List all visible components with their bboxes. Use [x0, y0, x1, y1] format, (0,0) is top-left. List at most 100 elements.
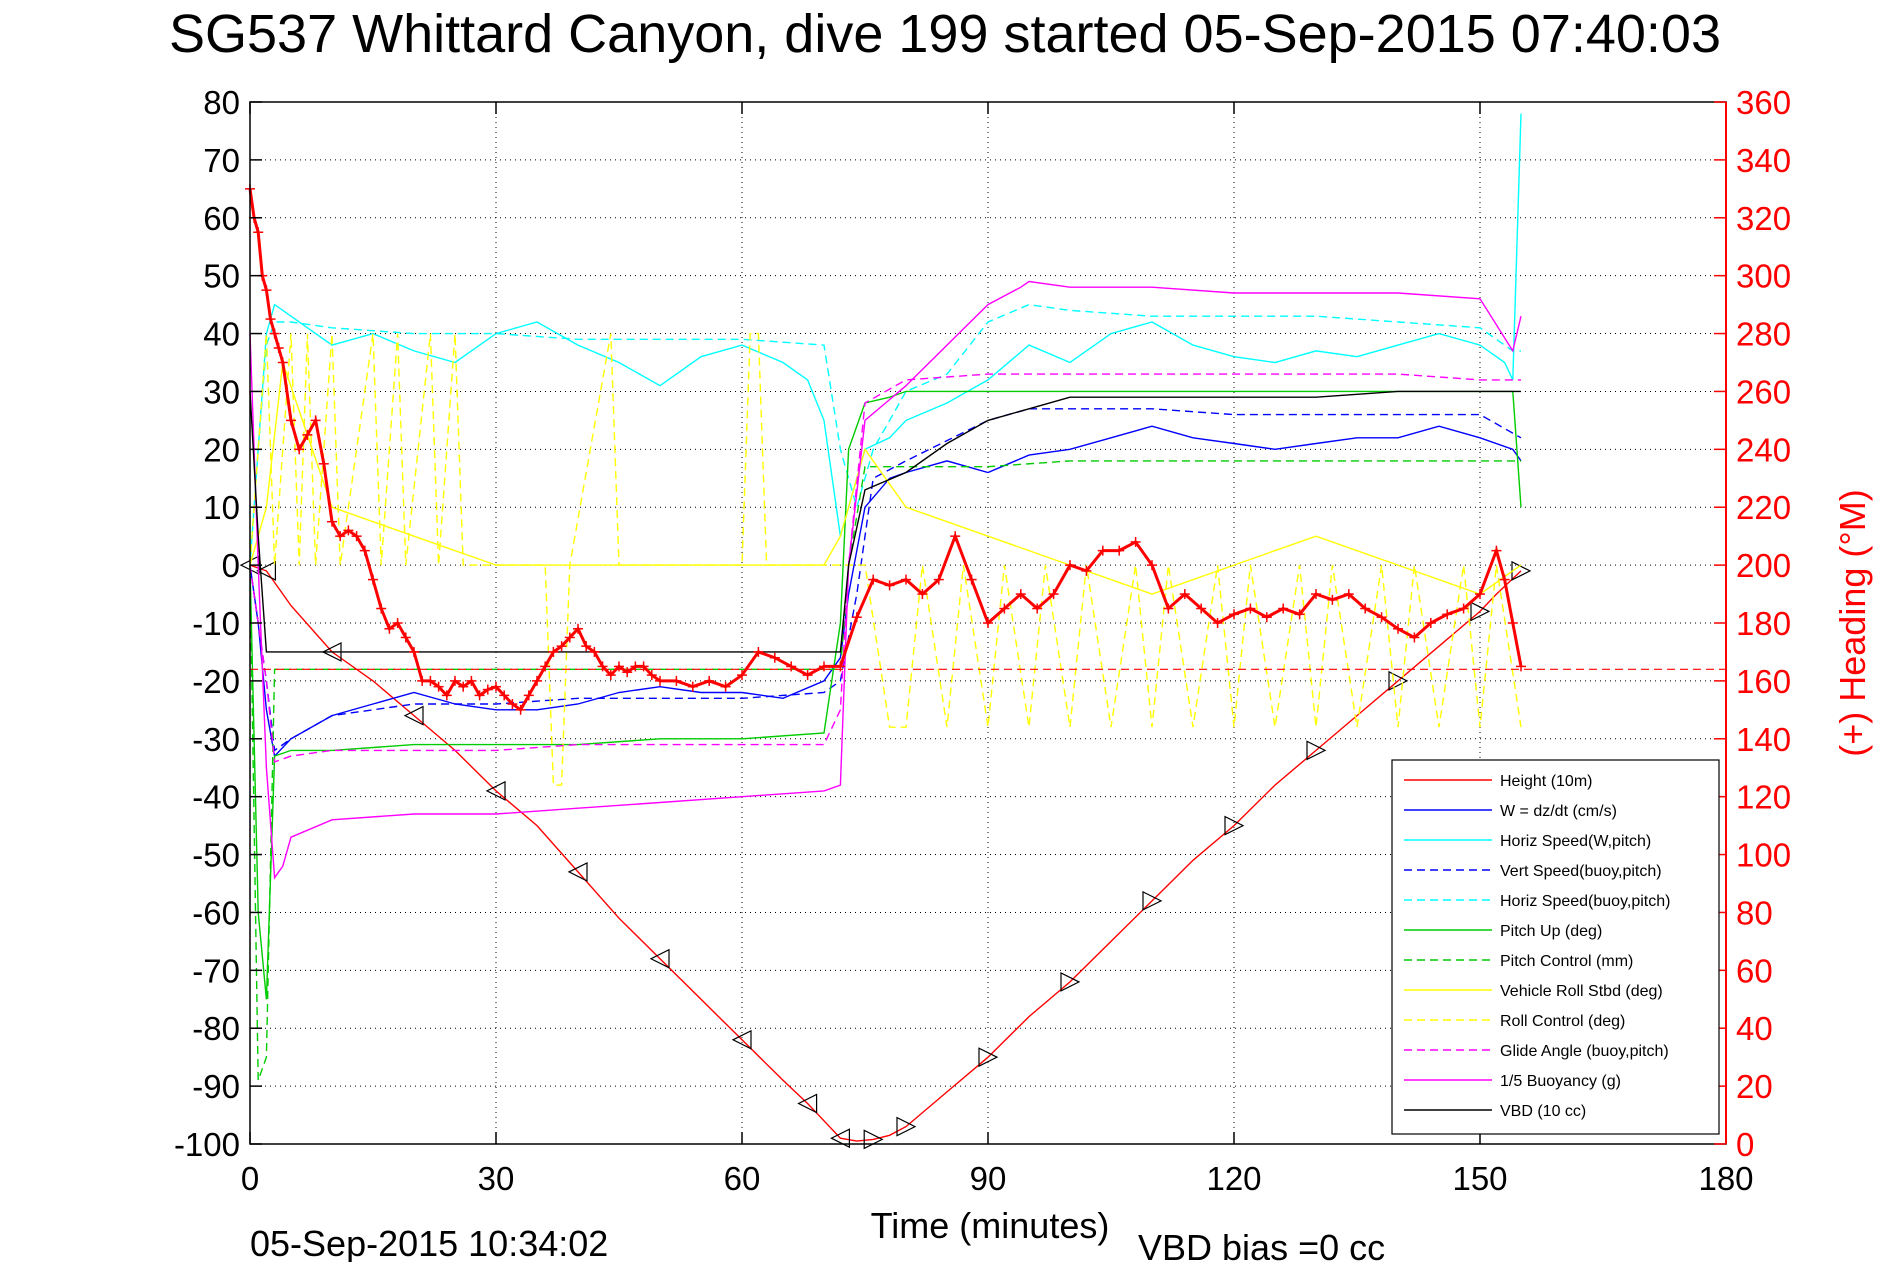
y-tick-label: -70	[192, 952, 240, 989]
y2-tick-label: 300	[1736, 258, 1791, 295]
heading-point	[1516, 661, 1526, 672]
heading-point	[384, 623, 395, 634]
heading-point	[638, 661, 649, 672]
height-marker	[1224, 815, 1245, 836]
heading-point	[917, 589, 928, 600]
series-line-glide-angle-buoy-pitch	[249, 373, 1521, 763]
heading-point	[1376, 612, 1387, 623]
heading-point	[466, 675, 477, 686]
legend-entry: VBD (10 cc)	[1500, 1103, 1586, 1120]
heading-point	[687, 681, 698, 692]
heading-point	[564, 632, 575, 643]
height-marker	[567, 861, 588, 882]
y2-tick-label: 360	[1736, 84, 1791, 121]
x-tick-label: 30	[478, 1160, 515, 1197]
legend-entry: Horiz Speed(W,pitch)	[1500, 833, 1651, 850]
y2-tick-label: 140	[1736, 721, 1791, 758]
legend: Height (10m) W = dz/dt (cm/s) Horiz Speed(…	[1391, 759, 1720, 1135]
heading-point	[277, 357, 288, 368]
heading-point	[868, 574, 879, 585]
height-marker	[731, 1029, 752, 1050]
y-tick-label: -60	[192, 894, 240, 931]
y2-tick-label: 0	[1736, 1126, 1754, 1163]
heading-point	[1294, 609, 1305, 620]
heading-point	[1327, 594, 1338, 605]
heading-point	[769, 652, 780, 663]
heading-point	[1491, 545, 1502, 556]
legend-entry: Vehicle Roll Stbd (deg)	[1500, 983, 1663, 1000]
heading-point	[753, 646, 764, 657]
heading-point	[1343, 589, 1354, 600]
heading-point	[499, 690, 510, 701]
height-marker	[1142, 890, 1163, 911]
legend-entry: W = dz/dt (cm/s)	[1500, 803, 1617, 820]
y-tick-label: -100	[174, 1126, 240, 1163]
heading-point	[950, 531, 961, 542]
heading-point	[614, 661, 624, 672]
y2-tick-label: 80	[1736, 894, 1773, 931]
heading-point	[1425, 618, 1436, 628]
heading-point	[1081, 565, 1092, 576]
heading-point	[458, 681, 469, 692]
heading-point	[1499, 574, 1510, 585]
heading-point	[622, 667, 633, 678]
y-tick-label: -80	[192, 1010, 240, 1047]
series-line-pitch-up-deg	[249, 390, 1522, 1000]
heading-point	[671, 675, 682, 686]
heading-point	[1147, 560, 1157, 571]
footer-timestamp: 05-Sep-2015 10:34:02	[250, 1223, 608, 1262]
heading-point	[1179, 589, 1190, 600]
heading-point	[269, 328, 280, 339]
heading-point	[1130, 536, 1141, 547]
heading-point	[1360, 603, 1371, 614]
y-tick-label: 50	[203, 258, 240, 295]
heading-point	[1393, 623, 1403, 634]
heading-point	[581, 641, 592, 652]
legend-entry: 1/5 Buoyancy (g)	[1500, 1073, 1621, 1090]
heading-point	[441, 690, 452, 701]
y-ticks: 80 70 60 50 40 30 20 10 0 -10 -20 -30 -40 -50 -60 -70 -8…	[174, 84, 262, 1163]
x-tick-label: 150	[1452, 1160, 1507, 1197]
y-tick-label: 0	[222, 547, 240, 584]
x-tick-label: 60	[724, 1160, 761, 1197]
legend-entry: Horiz Speed(buoy,pitch)	[1500, 893, 1670, 910]
heading-point	[409, 646, 419, 657]
y-tick-label: 10	[203, 489, 240, 526]
heading-point	[884, 580, 895, 591]
heading-point	[548, 646, 559, 657]
height-marker	[256, 560, 276, 581]
heading-point	[302, 429, 313, 440]
heading-point	[556, 641, 567, 652]
height-marker	[1060, 971, 1081, 992]
legend-entry: Roll Control (deg)	[1500, 1013, 1625, 1030]
heading-point	[1015, 589, 1026, 600]
heading-point	[1261, 612, 1272, 623]
legend-entry: Vert Speed(buoy,pitch)	[1500, 863, 1662, 880]
heading-point	[286, 415, 296, 426]
heading-point	[835, 661, 846, 672]
footer-vbd-bias: VBD bias =0 cc	[1138, 1227, 1385, 1262]
heading-point	[310, 415, 321, 426]
x-ticks: 0 30 60 90 120 150 180	[241, 102, 1754, 1197]
heading-point	[1097, 545, 1108, 556]
y-tick-label: -10	[192, 605, 240, 642]
heading-point	[1507, 618, 1518, 628]
y-tick-label: 80	[203, 84, 240, 121]
y-tick-label: 40	[203, 316, 240, 353]
height-marker	[830, 1128, 851, 1149]
chart-title: SG537 Whittard Canyon, dive 199 started …	[169, 4, 1721, 64]
x-tick-label: 120	[1206, 1160, 1261, 1197]
y2-tick-label: 60	[1736, 952, 1773, 989]
height-marker	[403, 705, 424, 726]
series-line-height-10m	[249, 564, 1522, 1142]
heading-point	[351, 531, 362, 542]
heading-point	[261, 285, 272, 296]
heading-point	[273, 343, 284, 354]
heading-point	[507, 699, 518, 710]
heading-point	[540, 661, 551, 672]
y2-tick-label: 40	[1736, 1010, 1773, 1047]
heading-point	[933, 574, 944, 585]
series-line-vbd-10-cc	[249, 390, 1521, 653]
heading-point	[474, 690, 485, 701]
